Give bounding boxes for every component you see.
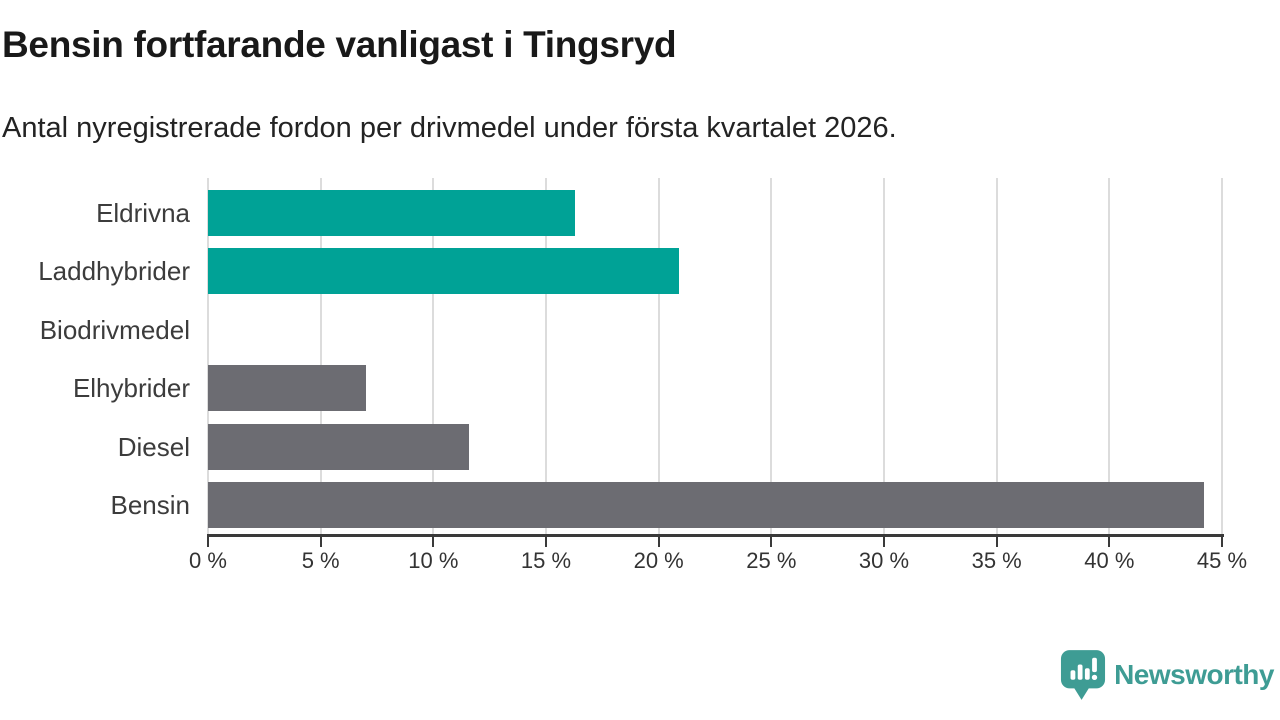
newsworthy-logo: Newsworthy — [1060, 648, 1274, 701]
x-axis-tick — [545, 534, 547, 547]
chart-subtitle: Antal nyregistrerade fordon per drivmede… — [2, 112, 897, 144]
gridline — [319, 178, 322, 534]
x-axis-tick — [319, 534, 322, 547]
newsworthy-logo-text: Newsworthy — [1114, 658, 1274, 690]
gridline — [770, 178, 773, 534]
gridline — [1108, 178, 1111, 534]
x-axis-tick-label: 30 % — [858, 548, 910, 573]
y-axis-label: Eldrivna — [96, 198, 190, 228]
gridline — [432, 178, 435, 534]
x-axis-tick-label: 35 % — [971, 548, 1022, 573]
gridline — [1221, 178, 1223, 534]
plot-area — [207, 178, 1223, 534]
bar-laddhybrider — [208, 248, 679, 295]
bar-elhybrider — [208, 365, 366, 412]
x-axis-tick-label: 15 % — [520, 548, 572, 573]
x-axis-tick-label: 20 % — [633, 548, 684, 573]
x-axis-tick-label: 10 % — [408, 548, 459, 573]
bar-eldrivna — [208, 190, 576, 236]
x-axis-tick-label: 5 % — [301, 548, 340, 573]
x-axis-tick — [995, 534, 998, 547]
y-axis-label: Diesel — [117, 431, 190, 462]
bar-diesel — [208, 423, 470, 470]
x-axis-tick — [432, 534, 435, 547]
gridline — [207, 178, 209, 534]
bar-bensin — [208, 482, 1204, 528]
y-axis-label: Elhybrider — [72, 373, 190, 404]
chart-title: Bensin fortfarande vanligast i Tingsryd — [2, 24, 677, 65]
y-axis-label: Biodrivmedel — [39, 314, 190, 345]
bar-chart-speech-bubble-icon — [1061, 650, 1106, 700]
y-axis-label: Bensin — [110, 490, 191, 520]
x-axis-tick — [657, 534, 660, 547]
gridline — [657, 178, 660, 534]
x-axis-tick — [207, 534, 209, 547]
x-axis-tick-label: 0 % — [189, 548, 227, 573]
x-axis-tick — [1108, 534, 1111, 547]
x-axis-tick-label: 45 % — [1196, 548, 1248, 573]
gridline — [995, 178, 998, 534]
x-axis-tick — [883, 534, 885, 547]
x-axis-line — [207, 534, 1224, 537]
gridline — [545, 178, 547, 534]
x-axis-tick — [1221, 534, 1223, 547]
y-axis-label: Laddhybrider — [38, 256, 190, 287]
gridline — [883, 178, 885, 534]
x-axis-tick-label: 40 % — [1084, 548, 1135, 573]
x-axis-tick — [770, 534, 773, 547]
x-axis-tick-label: 25 % — [746, 548, 797, 573]
